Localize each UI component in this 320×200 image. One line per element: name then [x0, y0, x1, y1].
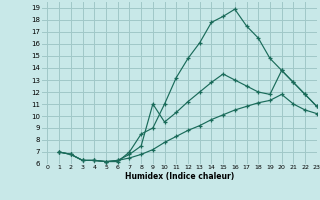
X-axis label: Humidex (Indice chaleur): Humidex (Indice chaleur)	[124, 172, 234, 181]
